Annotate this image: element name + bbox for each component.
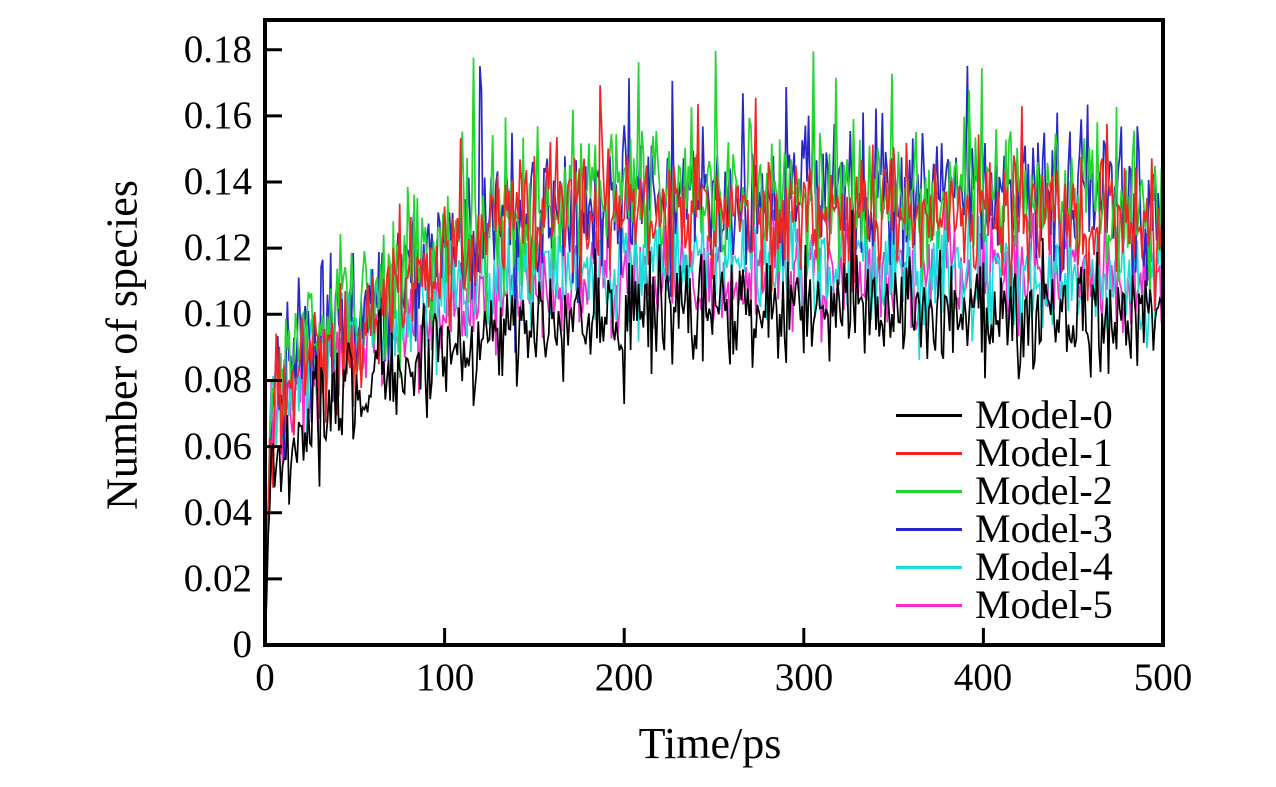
y-tick-label-0.02: 0.02 [183, 557, 252, 600]
legend-item-model-4: Model-4 [896, 544, 1113, 589]
legend-item-label: Model-3 [975, 506, 1113, 551]
legend-item-model-3: Model-3 [896, 506, 1113, 551]
x-tick-label-0: 0 [255, 656, 275, 699]
y-tick-label-0.10: 0.10 [183, 292, 252, 335]
x-tick-label-500: 500 [1133, 656, 1193, 699]
legend-line-swatch [896, 565, 962, 569]
legend-item-label: Model-0 [975, 392, 1113, 437]
legend-item-model-1: Model-1 [896, 430, 1113, 475]
axis-frame [263, 18, 1165, 647]
legend-item-model-5: Model-5 [896, 582, 1113, 627]
legend-line-swatch [896, 489, 962, 493]
legend-item-model-2: Model-2 [896, 468, 1113, 513]
y-tick-label-0.16: 0.16 [183, 94, 252, 137]
y-tick-label-0.14: 0.14 [183, 160, 252, 203]
x-axis-title: Time/ps [638, 719, 782, 768]
series-line-model-0 [267, 210, 1161, 613]
legend: Model-0 Model-1 Model-2 Model-3 Model-4 Model… [896, 392, 1113, 627]
series-line-model-1 [267, 85, 1161, 593]
x-tick-label-200: 200 [594, 656, 654, 699]
series-lines [267, 50, 1161, 613]
legend-item-label: Model-2 [975, 468, 1113, 513]
legend-line-swatch [896, 451, 962, 455]
y-tick-label-0.12: 0.12 [183, 226, 252, 269]
legend-line-swatch [896, 527, 962, 531]
y-axis-title: Number of species [97, 180, 147, 510]
legend-item-model-0: Model-0 [896, 392, 1113, 437]
y-tick-label-0: 0 [232, 623, 253, 666]
y-tick-label-0.08: 0.08 [183, 358, 252, 401]
y-tick-label-0.04: 0.04 [183, 491, 252, 534]
y-tick-label-0.06: 0.06 [183, 425, 252, 468]
y-tick-label-0.18: 0.18 [183, 28, 252, 71]
legend-line-swatch [896, 603, 962, 607]
legend-item-label: Model-5 [975, 582, 1113, 627]
legend-line-swatch [896, 413, 962, 417]
legend-item-label: Model-4 [975, 544, 1113, 589]
x-tick-label-400: 400 [953, 656, 1013, 699]
legend-item-label: Model-1 [975, 430, 1113, 475]
x-tick-label-300: 300 [774, 656, 834, 699]
x-tick-label-100: 100 [415, 656, 475, 699]
